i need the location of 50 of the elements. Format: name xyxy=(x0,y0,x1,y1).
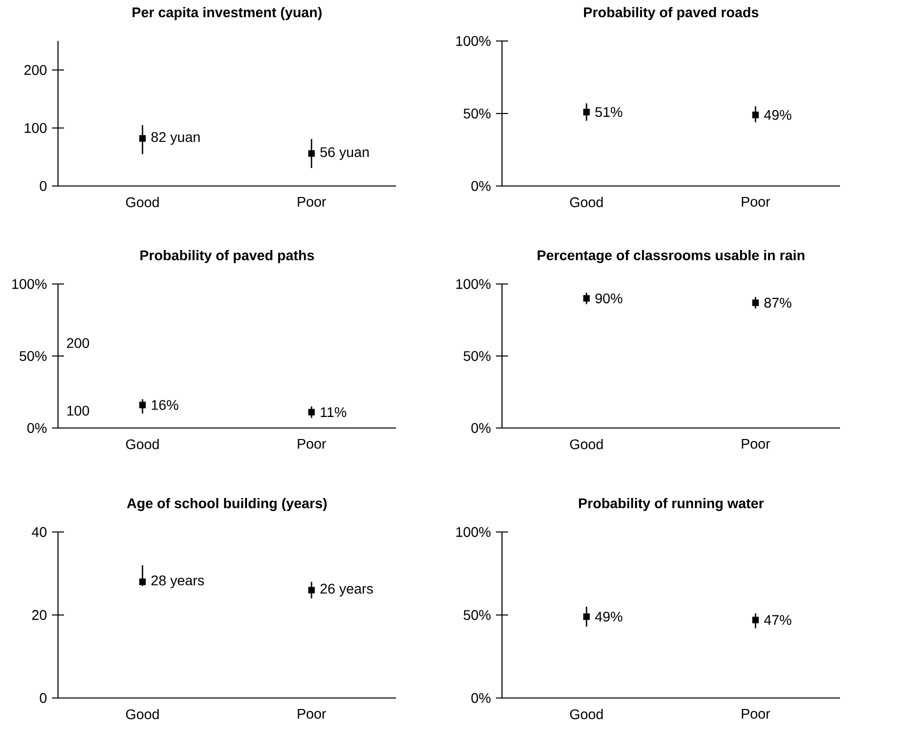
x-tick-label: Good xyxy=(126,438,159,450)
data-label: 56 yuan xyxy=(320,147,369,160)
y-tick-label: 200 xyxy=(24,65,47,75)
data-label: 28 years xyxy=(151,575,204,588)
y-tick-label: 50% xyxy=(20,351,47,361)
y-tick-label: 0% xyxy=(471,423,491,433)
annotation: 200 xyxy=(66,338,90,348)
chart-title: Percentage of classrooms usable in rain xyxy=(538,250,804,264)
x-tick-label: Good xyxy=(126,708,159,720)
data-label: 47% xyxy=(764,615,792,625)
y-tick-label: 100% xyxy=(456,279,491,289)
data-label: 49% xyxy=(595,612,622,622)
x-tick-label: Poor xyxy=(298,708,326,719)
data-label: 16% xyxy=(152,400,178,410)
data-label: 49% xyxy=(764,110,792,120)
y-tick-label: 100 xyxy=(24,123,47,133)
y-tick-label: 100% xyxy=(456,527,491,537)
data-label: 82 yuan xyxy=(151,132,200,145)
data-label: 90% xyxy=(595,293,622,304)
x-tick-label: Good xyxy=(570,438,603,450)
x-tick-label: Good xyxy=(570,196,603,208)
y-tick-label: 50% xyxy=(464,610,491,620)
chart-title: Age of school building (years) xyxy=(127,498,327,512)
chart-title: Per capita investment (yuan) xyxy=(132,7,322,20)
chart-title: Probability of paved roads xyxy=(584,7,758,20)
y-tick-label: 0 xyxy=(40,693,47,703)
chart-title: Probability of running water xyxy=(579,498,764,512)
x-tick-label: Poor xyxy=(298,438,326,449)
chart-title: Probability of paved paths xyxy=(140,250,314,264)
y-tick-label: 100% xyxy=(12,279,47,289)
y-tick-label: 0% xyxy=(27,423,47,433)
y-tick-label: 0% xyxy=(471,693,491,703)
data-label: 11% xyxy=(320,407,346,418)
x-tick-label: Poor xyxy=(742,196,770,207)
y-tick-label: 0% xyxy=(471,181,491,191)
x-tick-label: Poor xyxy=(742,438,770,449)
data-label: 87% xyxy=(764,298,792,308)
data-label: 51% xyxy=(595,107,622,117)
y-tick-label: 0 xyxy=(40,181,47,191)
x-tick-label: Poor xyxy=(742,708,770,719)
x-tick-label: Good xyxy=(126,196,159,208)
y-tick-label: 20 xyxy=(32,610,47,620)
y-tick-label: 50% xyxy=(464,108,491,118)
data-label: 26 years xyxy=(320,584,373,596)
x-tick-label: Good xyxy=(570,708,603,720)
y-tick-label: 50% xyxy=(464,351,491,361)
y-tick-label: 40 xyxy=(32,527,47,537)
y-tick-label: 100% xyxy=(456,36,491,46)
x-tick-label: Poor xyxy=(298,196,326,207)
annotation: 100 xyxy=(67,406,90,416)
